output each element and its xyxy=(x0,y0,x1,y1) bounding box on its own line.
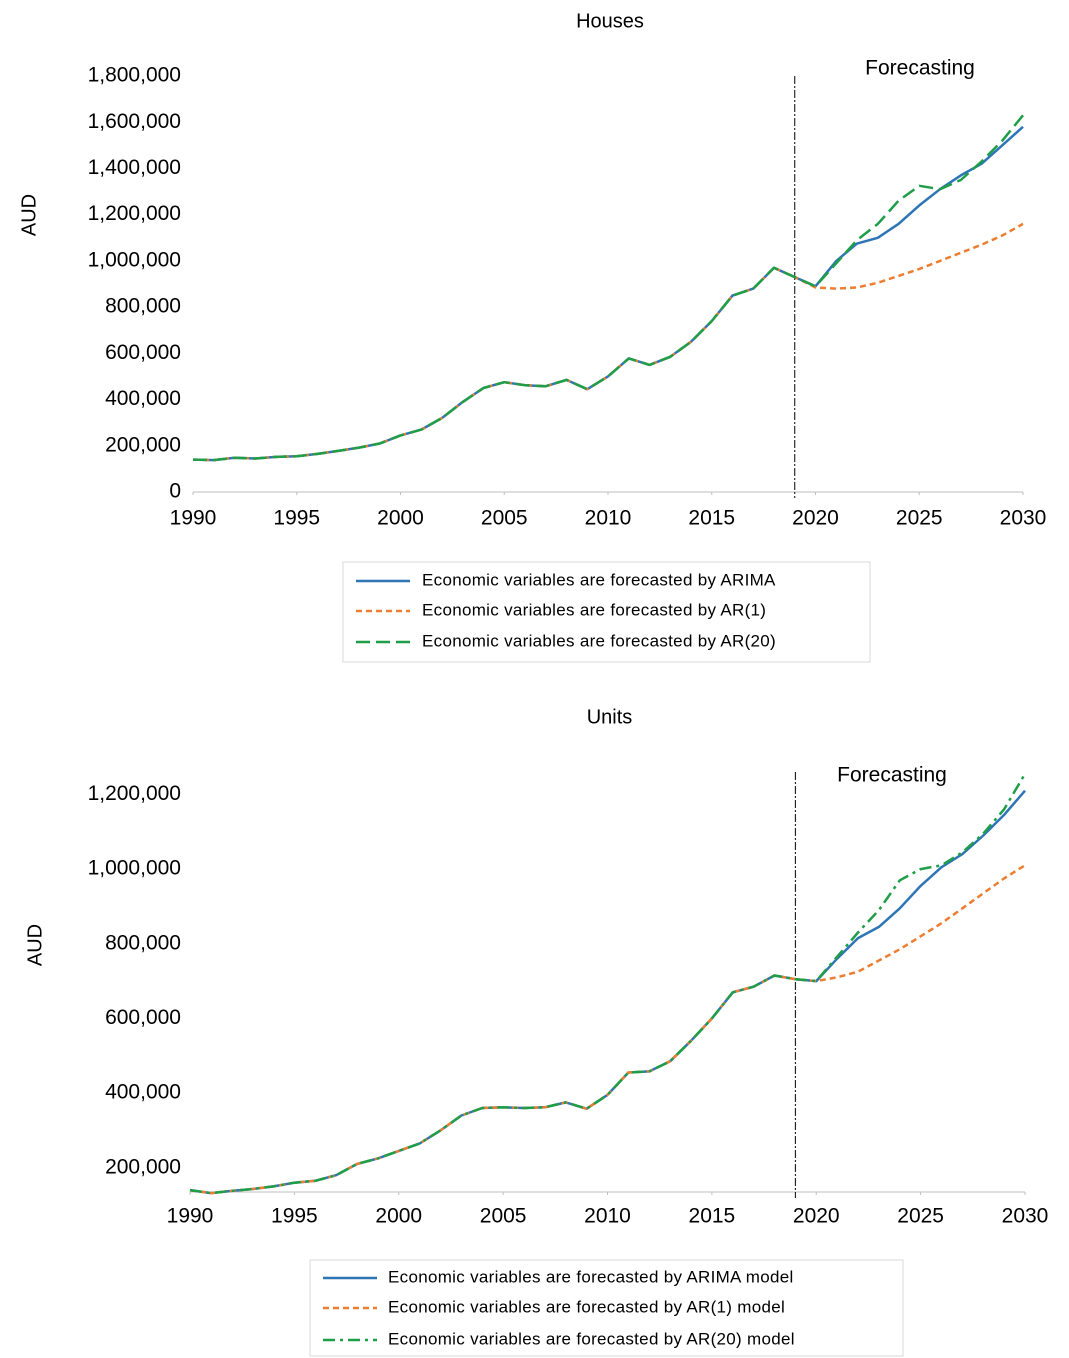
x-tick-label: 2025 xyxy=(896,507,943,530)
x-tick-label: 1995 xyxy=(273,507,320,530)
legend-label: Economic variables are forecasted by AR(… xyxy=(422,600,766,619)
y-tick-label: 1,400,000 xyxy=(88,156,181,179)
series-line xyxy=(192,114,1024,462)
legend-label: Economic variables are forecasted by AR(… xyxy=(388,1329,795,1348)
legend-label: Economic variables are forecasted by ARI… xyxy=(422,570,776,589)
y-tick-label: 1,000,000 xyxy=(88,857,181,880)
series-line xyxy=(189,864,1026,1195)
legend-box xyxy=(309,1259,904,1357)
x-tick-label: 2020 xyxy=(793,1205,840,1228)
series-line xyxy=(189,773,1027,1195)
series-line xyxy=(192,222,1024,462)
y-tick-label: 1,200,000 xyxy=(88,782,181,805)
series-line xyxy=(192,125,1024,462)
chart-title: Houses xyxy=(576,10,644,32)
x-tick-label: 2000 xyxy=(377,507,424,530)
x-tick-label: 2010 xyxy=(584,1205,631,1228)
y-tick-label: 600,000 xyxy=(105,1006,181,1029)
x-tick-label: 2015 xyxy=(689,1205,736,1228)
y-tick-label: 0 xyxy=(169,480,181,503)
y-tick-label: 1,600,000 xyxy=(88,110,181,133)
annotation: Forecasting xyxy=(837,764,947,787)
x-tick-label: 1990 xyxy=(167,1205,214,1228)
y-tick-label: 200,000 xyxy=(105,433,181,456)
x-tick-label: 2025 xyxy=(897,1205,944,1228)
x-tick-label: 2010 xyxy=(585,507,632,530)
legend-label: Economic variables are forecasted by AR(… xyxy=(422,631,776,650)
x-tick-label: 2015 xyxy=(688,507,735,530)
x-tick-label: 2020 xyxy=(792,507,839,530)
y-axis-label: AUD xyxy=(24,924,46,966)
x-tick-label: 2005 xyxy=(480,1205,527,1228)
x-tick-label: 2030 xyxy=(1002,1205,1049,1228)
legend-label: Economic variables are forecasted by ARI… xyxy=(388,1267,794,1286)
x-tick-label: 1990 xyxy=(170,507,217,530)
x-tick-label: 1995 xyxy=(271,1205,318,1228)
y-tick-label: 600,000 xyxy=(105,341,181,364)
annotation: Forecasting xyxy=(865,57,975,80)
y-tick-label: 1,000,000 xyxy=(88,248,181,271)
y-tick-label: 1,800,000 xyxy=(88,64,181,87)
y-tick-label: 400,000 xyxy=(105,387,181,410)
y-axis-label: AUD xyxy=(18,194,40,236)
y-tick-label: 800,000 xyxy=(105,295,181,318)
series-line xyxy=(189,789,1026,1195)
y-tick-label: 400,000 xyxy=(105,1081,181,1104)
y-tick-label: 800,000 xyxy=(105,931,181,954)
y-tick-label: 200,000 xyxy=(105,1155,181,1178)
chart-title: Units xyxy=(587,706,633,728)
x-tick-label: 2005 xyxy=(481,507,528,530)
legend-box xyxy=(342,561,871,663)
y-tick-label: 1,200,000 xyxy=(88,202,181,225)
x-tick-label: 2000 xyxy=(375,1205,422,1228)
legend-label: Economic variables are forecasted by AR(… xyxy=(388,1297,785,1316)
x-tick-label: 2030 xyxy=(1000,507,1047,530)
